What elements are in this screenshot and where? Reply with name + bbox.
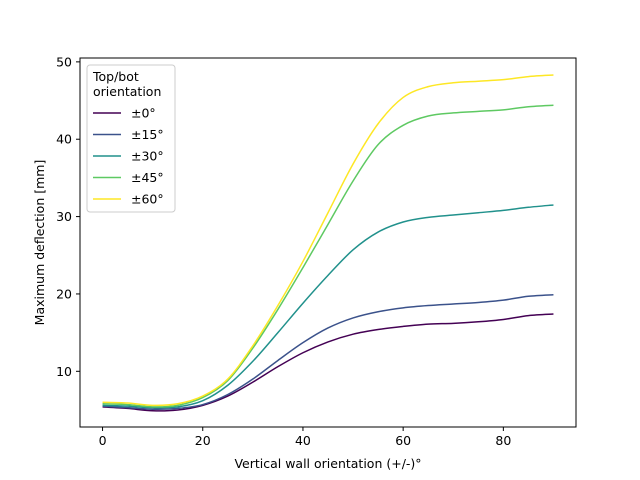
x-axis-label: Vertical wall orientation (+/-)° — [234, 456, 421, 471]
series-line-0 — [102, 313, 554, 412]
y-tick-label: 20 — [56, 286, 72, 301]
series-lines — [102, 74, 554, 412]
y-axis-ticks: 10 20 30 40 50 — [56, 54, 80, 379]
legend-entry-1: ±15° — [131, 127, 164, 142]
x-tick-label: 40 — [295, 433, 311, 448]
y-axis-label: Maximum deflection [mm] — [32, 160, 47, 326]
y-tick-label: 30 — [56, 209, 72, 224]
series-line-1 — [102, 293, 554, 411]
series-line-3 — [102, 104, 554, 408]
y-tick-label: 50 — [56, 54, 72, 69]
legend-entry-2: ±30° — [131, 149, 164, 164]
legend-title: Top/bot — [92, 69, 139, 84]
legend-box — [86, 64, 176, 213]
x-tick-label: 0 — [99, 433, 107, 448]
x-axis-ticks: 0 20 40 60 80 — [99, 427, 511, 448]
legend-entry-4: ±60° — [131, 192, 164, 207]
legend-title: orientation — [93, 84, 161, 99]
series-line-4 — [102, 74, 554, 407]
x-tick-label: 60 — [395, 433, 411, 448]
y-tick-label: 40 — [56, 132, 72, 147]
legend-entry-0: ±0° — [131, 106, 156, 121]
legend-entry-3: ±45° — [131, 170, 164, 185]
series-line-2 — [102, 204, 554, 409]
x-tick-label: 20 — [195, 433, 211, 448]
x-tick-label: 80 — [495, 433, 511, 448]
y-tick-label: 10 — [56, 364, 72, 379]
plot-frame — [79, 57, 577, 428]
